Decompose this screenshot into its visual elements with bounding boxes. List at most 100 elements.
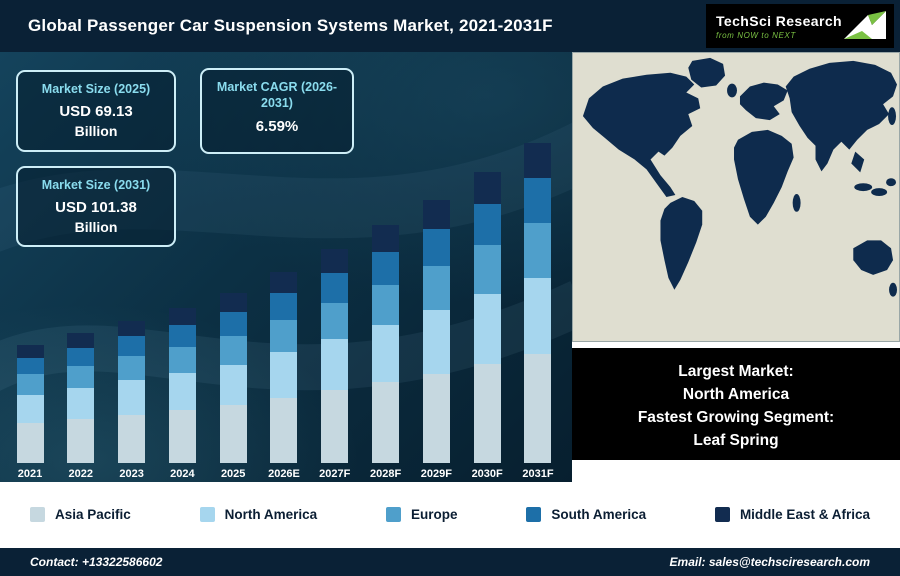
bar-segment-europe (321, 302, 349, 340)
bar-segment-asia-pacific (422, 373, 450, 463)
bar-segment-europe (422, 265, 450, 311)
bar-year-label: 2031F (522, 468, 554, 480)
chart-panel: Market Size (2025) USD 69.13 Billion Mar… (0, 52, 572, 482)
bar-segment-europe (219, 335, 247, 365)
bar-column-2028f: 2028F (366, 225, 406, 480)
stat-box-market-size-2025: Market Size (2025) USD 69.13 Billion (16, 70, 176, 152)
bar-segment-asia-pacific (321, 390, 349, 463)
stat-unit: Billion (74, 218, 118, 235)
logo-name: TechSci Research (716, 12, 842, 29)
highlight-largest-market-value: North America (682, 386, 790, 403)
bar-stack (219, 293, 247, 463)
bar-segment-europe (16, 374, 44, 395)
bar-stack (270, 272, 298, 463)
bar-segment-europe (118, 356, 146, 381)
bar-column-2023: 2023 (112, 320, 152, 480)
highlight-fastest-segment-value: Leaf Spring (693, 432, 779, 449)
bar-segment-europe (524, 223, 552, 278)
stat-box-market-cagr: Market CAGR (2026-2031) 6.59% (200, 68, 354, 154)
legend-swatch-south-america (526, 506, 542, 522)
bar-segment-europe (67, 365, 95, 388)
bar-segment-middle-east-africa (219, 293, 247, 312)
bar-segment-middle-east-africa (118, 320, 146, 337)
footer-contact: Contact: +13322586602 (30, 555, 163, 569)
bar-segment-asia-pacific (524, 354, 552, 463)
footer-bar: Contact: +13322586602 Email: sales@techs… (0, 546, 900, 576)
bar-column-2021: 2021 (10, 344, 50, 480)
bar-year-label: 2029F (420, 468, 452, 480)
bar-segment-north-america (473, 294, 501, 365)
bar-segment-europe (473, 245, 501, 295)
stacked-bar-chart: 2021 2022 2023 2024 2025 2026E 2027F 2028F 2029F… (10, 143, 558, 480)
legend-item-middle-east-africa: Middle East & Africa (714, 506, 870, 522)
bar-column-2022: 2022 (61, 333, 101, 480)
bar-segment-north-america (168, 372, 196, 411)
bar-segment-asia-pacific (270, 398, 298, 463)
header-bar: Global Passenger Car Suspension Systems … (0, 0, 900, 52)
legend-label: South America (551, 506, 647, 522)
world-map-graphic (573, 53, 899, 341)
bar-year-label: 2026E (268, 468, 300, 480)
bar-segment-south-america (372, 251, 400, 285)
bar-column-2027f: 2027F (315, 249, 355, 480)
bar-stack (168, 307, 196, 463)
bar-segment-south-america (219, 311, 247, 336)
bar-segment-north-america (270, 352, 298, 399)
bar-segment-middle-east-africa (67, 333, 95, 348)
bar-segment-south-america (168, 324, 196, 347)
bar-segment-north-america (422, 310, 450, 374)
bar-segment-asia-pacific (168, 410, 196, 463)
bar-stack (67, 333, 95, 463)
bar-year-label: 2024 (170, 468, 195, 480)
bar-segment-middle-east-africa (168, 307, 196, 325)
bar-stack (473, 172, 501, 463)
legend-label: Asia Pacific (55, 506, 131, 522)
logo-arrow-icon (844, 11, 886, 39)
stat-label: Market Size (2025) (41, 82, 151, 96)
chart-legend: Asia Pacific North America Europe South Ame… (0, 482, 900, 546)
legend-swatch-asia-pacific (30, 506, 45, 522)
bar-stack (524, 143, 552, 463)
bar-stack (321, 249, 349, 463)
bar-segment-asia-pacific (118, 414, 146, 463)
bar-segment-south-america (524, 178, 552, 224)
techsci-logo: TechSci Research from NOW to NEXT (706, 4, 894, 48)
bar-segment-north-america (118, 380, 146, 415)
bar-column-2030f: 2030F (467, 172, 507, 480)
stat-label: Market CAGR (2026-2031) (216, 80, 338, 111)
page-title: Global Passenger Car Suspension Systems … (28, 16, 553, 35)
bar-segment-south-america (473, 204, 501, 246)
bar-year-label: 2025 (220, 468, 246, 480)
bar-year-label: 2023 (119, 468, 144, 480)
bar-year-label: 2021 (17, 468, 43, 480)
bar-segment-south-america (321, 272, 349, 303)
bar-segment-asia-pacific (372, 382, 400, 463)
bar-segment-europe (270, 319, 298, 353)
stat-value: USD 101.38 (55, 199, 137, 217)
highlight-largest-market-label: Largest Market: (678, 363, 794, 380)
bar-column-2024: 2024 (162, 307, 202, 480)
bar-year-label: 2028F (369, 468, 402, 480)
bar-stack (372, 225, 400, 463)
bar-year-label: 2022 (68, 468, 94, 480)
bar-column-2031f: 2031F (518, 143, 558, 480)
bar-segment-middle-east-africa (422, 199, 450, 229)
bar-year-label: 2030F (471, 468, 503, 480)
bar-segment-south-america (67, 347, 95, 366)
legend-item-north-america: North America (199, 506, 317, 522)
stat-box-market-size-2031: Market Size (2031) USD 101.38 Billion (16, 166, 176, 247)
legend-item-europe: Europe (385, 506, 458, 522)
bar-segment-north-america (321, 339, 349, 391)
bar-segment-middle-east-africa (524, 143, 552, 179)
bar-segment-europe (372, 284, 400, 326)
legend-swatch-europe (385, 506, 401, 522)
highlight-box: Largest Market: North America Fastest Gr… (572, 348, 900, 460)
highlight-fastest-segment-label: Fastest Growing Segment: (637, 409, 835, 426)
bar-stack (118, 320, 146, 463)
legend-item-south-america: South America (526, 506, 647, 522)
bar-segment-south-america (422, 228, 450, 266)
bar-segment-asia-pacific (473, 364, 501, 463)
bar-segment-south-america (118, 336, 146, 357)
bar-column-2025: 2025 (213, 293, 253, 480)
legend-label: Europe (410, 506, 458, 522)
